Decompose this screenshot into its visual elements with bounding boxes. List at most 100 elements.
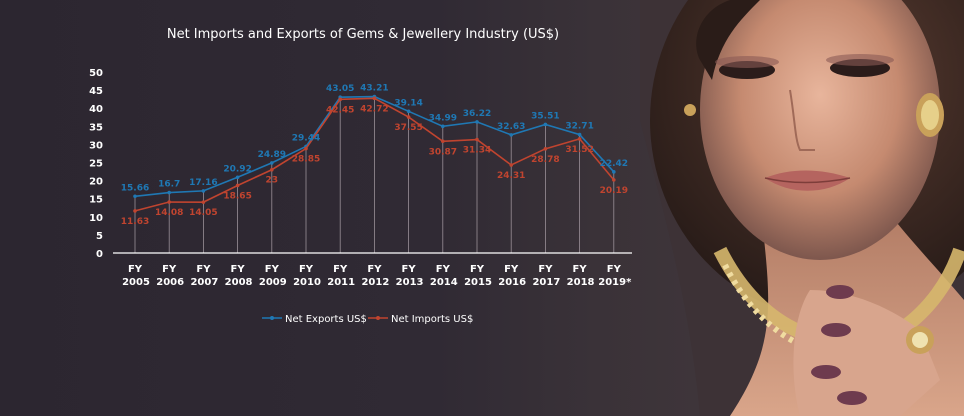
x-tick-label-top: FY xyxy=(128,264,143,275)
y-tick-label: 25 xyxy=(89,159,103,170)
x-tick-label-top: FY xyxy=(196,264,211,275)
y-tick-label: 0 xyxy=(96,249,103,260)
net-exports-point xyxy=(612,170,616,174)
net-imports-data-label: 14.08 xyxy=(155,208,183,218)
net-exports-data-label: 43.05 xyxy=(326,84,354,94)
net-exports-point xyxy=(201,189,206,193)
net-imports-data-label: 42.45 xyxy=(326,105,354,115)
net-imports-data-label: 37.55 xyxy=(394,123,422,133)
series-layer xyxy=(133,94,616,213)
net-imports-data-label: 28.78 xyxy=(531,155,559,165)
net-imports-data-label: 18.65 xyxy=(223,191,251,201)
net-imports-data-label: 11.63 xyxy=(121,217,149,227)
net-exports-data-label: 39.14 xyxy=(394,98,422,108)
legend: Net Exports US$ Net Imports US$ xyxy=(262,314,473,325)
net-exports-data-label: 17.16 xyxy=(189,178,217,188)
x-tick-label-top: FY xyxy=(607,264,622,275)
net-exports-data-label: 32.63 xyxy=(497,122,525,132)
net-exports-data-label: 22.42 xyxy=(600,159,628,169)
legend-imports-marker xyxy=(376,316,380,320)
y-tick-label: 5 xyxy=(96,231,103,242)
x-tick-label-bottom: 2013 xyxy=(396,277,424,288)
y-tick-label: 40 xyxy=(89,104,103,115)
net-exports-point xyxy=(577,132,582,137)
net-imports-data-label: 14.05 xyxy=(189,208,217,218)
x-tick-label-top: FY xyxy=(162,264,177,275)
chart-title: Net Imports and Exports of Gems & Jewell… xyxy=(167,27,559,42)
x-tick-label-bottom: 2018 xyxy=(567,277,595,288)
x-tick-label-top: FY xyxy=(265,264,280,275)
net-imports-point xyxy=(372,96,377,101)
net-exports-point xyxy=(406,109,411,114)
net-exports-point xyxy=(270,161,274,165)
net-exports-point xyxy=(509,133,513,137)
net-imports-point xyxy=(133,209,137,213)
net-exports-data-label: 43.21 xyxy=(360,84,388,94)
legend-imports-label: Net Imports US$ xyxy=(391,314,473,325)
net-exports-point xyxy=(133,194,137,199)
net-imports-point xyxy=(577,137,582,141)
y-axis: 0 5 10 15 20 25 30 35 40 45 50 xyxy=(89,68,103,260)
x-tick-label-top: FY xyxy=(299,264,314,275)
net-imports-point xyxy=(235,183,240,188)
net-imports-data-label: 31.34 xyxy=(463,146,491,156)
net-exports-data-label: 29.44 xyxy=(292,133,320,143)
net-imports-data-label: 20.19 xyxy=(600,186,628,196)
net-imports-point xyxy=(201,200,206,204)
net-exports-data-label: 24.89 xyxy=(258,150,286,160)
y-tick-label: 10 xyxy=(89,213,103,224)
net-exports-point xyxy=(235,175,240,180)
x-tick-label-top: FY xyxy=(333,264,348,275)
x-tick-label-bottom: 2010 xyxy=(293,277,321,288)
net-exports-point xyxy=(167,190,171,195)
x-tick-label-bottom: 2016 xyxy=(498,277,526,288)
y-tick-label: 35 xyxy=(89,122,103,133)
woman-with-jewellery-photo xyxy=(640,0,964,416)
x-tick-label-top: FY xyxy=(573,264,588,275)
x-tick-label-bottom: 2006 xyxy=(156,277,184,288)
x-tick-label-top: FY xyxy=(470,264,485,275)
x-tick-label-top: FY xyxy=(231,264,246,275)
net-exports-data-label: 36.22 xyxy=(463,109,491,119)
net-exports-data-label: 16.7 xyxy=(158,180,180,190)
net-imports-point xyxy=(475,137,479,142)
x-tick-label-bottom: 2019* xyxy=(598,277,632,288)
x-tick-label-top: FY xyxy=(504,264,519,275)
net-imports-point xyxy=(270,167,274,172)
net-exports-data-label: 32.71 xyxy=(565,122,593,132)
net-imports-point xyxy=(406,115,411,119)
x-tick-label-top: FY xyxy=(436,264,451,275)
y-tick-label: 20 xyxy=(89,177,103,188)
net-imports-data-label: 31.52 xyxy=(565,145,593,155)
net-imports-data-label: 28.85 xyxy=(292,155,320,165)
net-imports-point xyxy=(304,146,308,151)
y-tick-label: 45 xyxy=(89,86,103,97)
x-tick-label-bottom: 2012 xyxy=(361,277,389,288)
net-exports-point xyxy=(441,124,445,129)
x-tick-label-bottom: 2008 xyxy=(225,277,253,288)
net-imports-point xyxy=(509,163,513,167)
net-imports-point xyxy=(612,178,616,182)
y-tick-label: 30 xyxy=(89,140,103,151)
net-imports-data-label: 24.31 xyxy=(497,171,525,181)
net-exports-data-label: 35.51 xyxy=(531,111,559,121)
y-tick-label: 50 xyxy=(89,68,103,79)
net-imports-data-label: 30.87 xyxy=(429,147,457,157)
x-tick-label-bottom: 2017 xyxy=(532,277,560,288)
legend-exports-label: Net Exports US$ xyxy=(285,314,367,325)
net-imports-data-label: 23 xyxy=(266,176,279,186)
x-tick-label-bottom: 2011 xyxy=(327,277,355,288)
net-imports-point xyxy=(338,97,343,102)
net-imports-point xyxy=(543,147,548,151)
net-exports-data-label: 20.92 xyxy=(223,164,251,174)
x-tick-label-bottom: 2009 xyxy=(259,277,287,288)
net-exports-point xyxy=(475,120,479,124)
net-imports-data-label: 42.72 xyxy=(360,104,388,114)
legend-exports-marker xyxy=(270,316,274,320)
net-imports-point xyxy=(167,200,171,204)
x-tick-label-top: FY xyxy=(538,264,553,275)
y-tick-label: 15 xyxy=(89,195,103,206)
x-tick-label-top: FY xyxy=(402,264,417,275)
